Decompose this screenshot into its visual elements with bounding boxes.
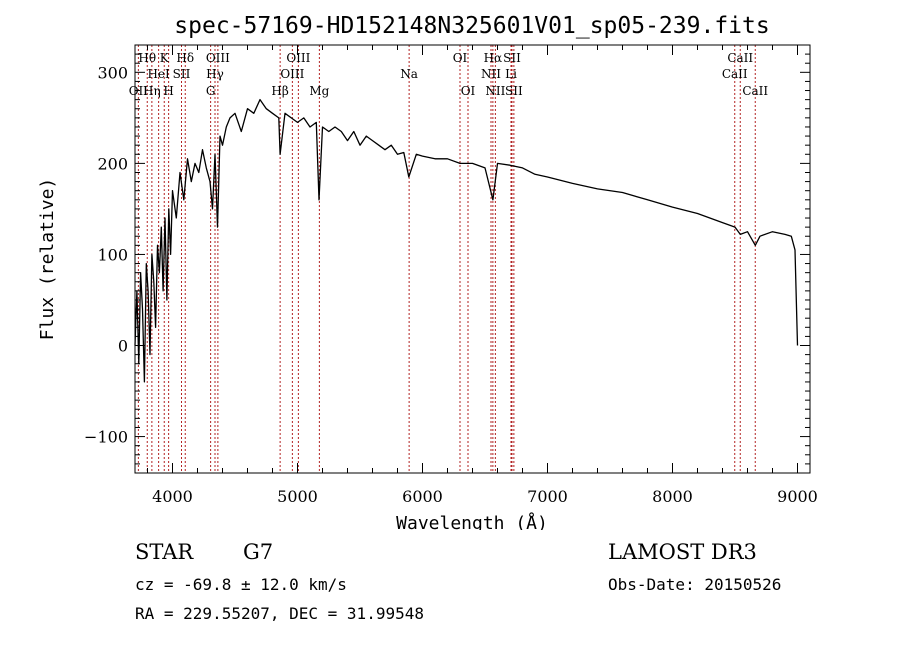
- ra-dec: RA = 229.55207, DEC = 31.99548: [135, 604, 424, 623]
- line-label: OI: [461, 84, 476, 98]
- x-tick-label: 7000: [527, 487, 568, 506]
- y-axis-label: Flux (relative): [37, 178, 58, 341]
- spectrum-series: [134, 98, 799, 383]
- x-tick-label: 9000: [777, 487, 818, 506]
- line-label: Li: [505, 67, 517, 81]
- line-label: Hγ: [206, 67, 224, 81]
- y-tick-label: −100: [84, 428, 128, 447]
- y-tick-label: 300: [97, 63, 128, 82]
- line-label: NII: [485, 84, 505, 98]
- line-label: CaII: [722, 67, 748, 81]
- line-label: H: [163, 84, 173, 98]
- line-label: OIII: [286, 51, 310, 65]
- y-tick-label: 100: [97, 245, 128, 264]
- line-label: SII: [505, 84, 523, 98]
- line-label: OIII: [206, 51, 230, 65]
- redshift-cz: cz = -69.8 ± 12.0 km/s: [135, 575, 347, 594]
- line-label: Hη: [143, 84, 161, 98]
- line-label: CaII: [727, 51, 753, 65]
- line-label: Hδ: [176, 51, 194, 65]
- x-axis-label: Wavelength (Å): [396, 512, 548, 530]
- obs-date: Obs-Date: 20150526: [608, 575, 782, 594]
- plot-frame: [134, 44, 811, 474]
- line-label: NII: [481, 67, 501, 81]
- x-tick-label: 8000: [652, 487, 693, 506]
- y-tick-label: 200: [97, 154, 128, 173]
- spectrum-line: [134, 98, 799, 383]
- survey-name: LAMOST DR3: [608, 540, 757, 564]
- object-type: STAR: [135, 540, 194, 564]
- line-label: CaII: [742, 84, 768, 98]
- x-tick-label: 4000: [152, 487, 193, 506]
- line-label: Hθ: [138, 51, 156, 65]
- line-label: Na: [400, 67, 418, 81]
- line-label: SII: [173, 67, 191, 81]
- x-tick-label: 5000: [277, 487, 318, 506]
- chart-title: spec-57169-HD152148N325601V01_sp05-239.f…: [174, 13, 769, 39]
- line-label: SII: [503, 51, 521, 65]
- spectral-class: G7: [243, 540, 274, 564]
- line-label: G: [206, 84, 216, 98]
- x-tick-label: 6000: [402, 487, 443, 506]
- x-axis: 4000 5000 6000 7000 8000 9000: [147, 45, 818, 506]
- line-label: Hβ: [271, 84, 288, 98]
- line-label: K: [160, 51, 170, 65]
- y-tick-label: 0: [118, 337, 128, 356]
- line-label: OI: [453, 51, 468, 65]
- y-axis: −100 0 100 200 300: [84, 44, 810, 474]
- line-label: Hα: [484, 51, 503, 65]
- line-label: Mg: [309, 84, 329, 98]
- spectrum-chart: spec-57169-HD152148N325601V01_sp05-239.f…: [37, 13, 818, 530]
- line-label: HeI: [147, 67, 170, 81]
- line-label: OIII: [280, 67, 304, 81]
- line-labels: OIIHθHηHeIKHSIIHδGHγOIIIHβOIIIOIIIMgNaOI…: [129, 51, 769, 98]
- line-markers: [137, 45, 756, 473]
